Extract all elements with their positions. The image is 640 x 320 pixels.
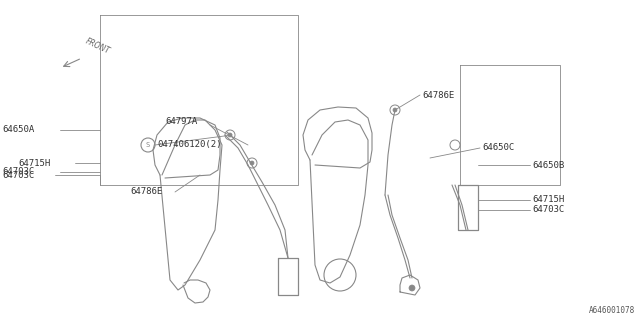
Text: FRONT: FRONT xyxy=(84,37,111,56)
Text: 64786E: 64786E xyxy=(422,91,454,100)
Circle shape xyxy=(250,161,254,165)
Text: 64797A: 64797A xyxy=(165,117,197,126)
Text: 64650B: 64650B xyxy=(532,161,564,170)
Text: 64715H: 64715H xyxy=(532,196,564,204)
Text: 64650C: 64650C xyxy=(482,143,515,153)
Text: 047406120(2): 047406120(2) xyxy=(157,140,221,149)
Text: 64786E: 64786E xyxy=(130,188,163,196)
Circle shape xyxy=(409,285,415,291)
Text: A646001078: A646001078 xyxy=(589,306,635,315)
Text: 64703C: 64703C xyxy=(2,171,35,180)
Text: 64703C: 64703C xyxy=(2,167,35,177)
Text: 64703C: 64703C xyxy=(532,205,564,214)
Text: 64650A: 64650A xyxy=(2,125,35,134)
Text: S: S xyxy=(146,142,150,148)
Circle shape xyxy=(228,133,232,137)
Text: 64715H: 64715H xyxy=(18,158,51,167)
Circle shape xyxy=(393,108,397,112)
